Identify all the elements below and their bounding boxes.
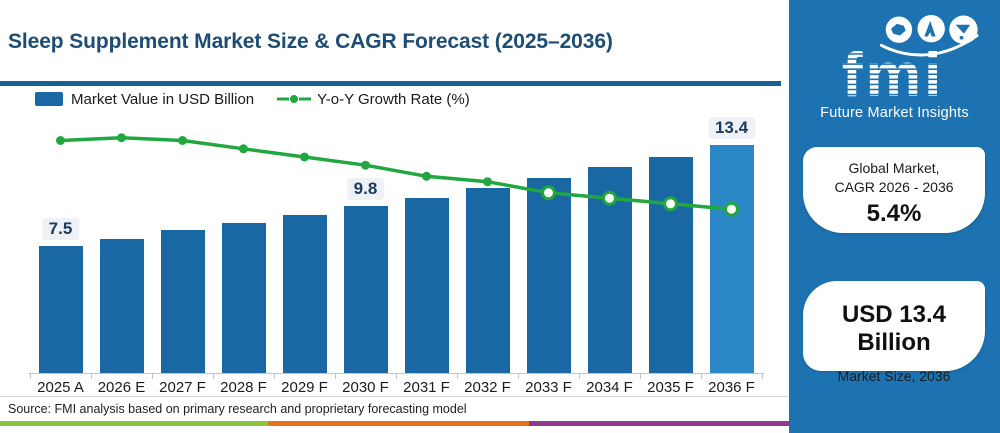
x-axis-label: 2033 F <box>525 379 572 396</box>
brand-color-stripe <box>0 421 789 426</box>
header: Sleep Supplement Market Size & CAGR Fore… <box>0 0 789 81</box>
growth-line-point <box>117 133 126 143</box>
x-axis-label: 2025 A <box>37 379 84 396</box>
bar <box>38 245 83 373</box>
x-axis-label: 2032 F <box>464 379 511 396</box>
axis-tick <box>213 373 214 379</box>
axis-tick <box>762 373 763 379</box>
growth-line-point <box>178 136 187 145</box>
axis-tick <box>457 373 458 379</box>
bar <box>221 223 266 373</box>
stripe-green-segment <box>0 421 269 426</box>
cagr-value: 5.4% <box>866 199 922 227</box>
axis-tick <box>579 373 580 379</box>
growth-line-point <box>239 144 248 154</box>
growth-line-point <box>56 136 65 145</box>
market-size-label: Market Size, 2036 <box>837 368 951 384</box>
growth-line-point <box>361 160 370 170</box>
bar <box>587 167 632 373</box>
axis-tick <box>335 373 336 379</box>
x-axis-label: 2034 F <box>586 379 633 396</box>
x-axis-label: 2035 F <box>647 379 694 396</box>
axis-tick <box>91 373 92 379</box>
line-series-label: Y-o-Y Growth Rate (%) <box>317 90 470 108</box>
axis-tick <box>640 373 641 379</box>
bar <box>160 230 205 373</box>
source-row: Source: FMI analysis based on primary re… <box>0 396 789 421</box>
x-axis-label: 2030 F <box>342 379 389 396</box>
bar <box>526 177 571 373</box>
bar <box>404 197 449 373</box>
stripe-purple-segment <box>528 421 789 426</box>
bar <box>648 157 693 373</box>
bar-series-swatch <box>35 92 63 106</box>
bar <box>99 238 144 373</box>
axis-tick <box>30 373 31 379</box>
logo-monogram: fmi <box>841 40 944 104</box>
logo-caption: Future Market Insights <box>820 105 969 121</box>
page-title: Sleep Supplement Market Size & CAGR Fore… <box>8 30 613 53</box>
axis-tick <box>152 373 153 379</box>
growth-line-point <box>422 171 431 181</box>
x-axis-label: 2031 F <box>403 379 450 396</box>
bar-value-label: 7.5 <box>41 217 80 240</box>
stripe-orange-segment <box>268 421 529 426</box>
axis-tick <box>396 373 397 379</box>
bar <box>343 206 388 373</box>
market-size-value: USD 13.4 Billion <box>841 301 947 356</box>
axis-tick <box>518 373 519 379</box>
x-axis-label: 2036 F <box>708 379 755 396</box>
line-legend-icon <box>276 93 312 105</box>
bar <box>465 187 510 373</box>
x-axis-label: 2029 F <box>281 379 328 396</box>
x-axis-label: 2028 F <box>220 379 267 396</box>
bar-series-label: Market Value in USD Billion <box>71 90 255 108</box>
cagr-card: Global Market, CAGR 2026 - 2036 5.4% <box>803 147 985 233</box>
sidebar: fmi Future Market Insights Global Market… <box>789 0 1000 433</box>
bar <box>282 214 327 373</box>
market-size-card: USD 13.4 Billion Market Size, 2036 <box>803 281 985 384</box>
cagr-card-line1: Global Market, <box>848 160 940 176</box>
axis-tick <box>701 373 702 379</box>
x-axis-label: 2026 E <box>97 379 146 396</box>
chart-panel: Sleep Supplement Market Size & CAGR Fore… <box>0 0 789 426</box>
bar <box>709 145 754 373</box>
axis-tick <box>274 373 275 379</box>
chart-legend: Market Value in USD Billion Y-o-Y Growth… <box>35 90 470 108</box>
title-divider <box>0 81 781 86</box>
bar-line-chart: 2025 A 2026 E 2027 F 2028 F 2029 F 2030 F 2031… <box>0 108 789 396</box>
source-text: Source: FMI analysis based on primary re… <box>8 402 467 416</box>
growth-line-point <box>483 177 492 187</box>
bar-value-label: 13.4 <box>707 117 756 140</box>
bar-value-label: 9.8 <box>346 178 385 201</box>
cagr-card-line2: CAGR 2026 - 2036 <box>834 178 954 195</box>
fmi-logo: fmi Future Market Insights <box>789 14 1000 121</box>
growth-line-point <box>300 152 309 162</box>
x-axis-label: 2027 F <box>159 379 206 396</box>
